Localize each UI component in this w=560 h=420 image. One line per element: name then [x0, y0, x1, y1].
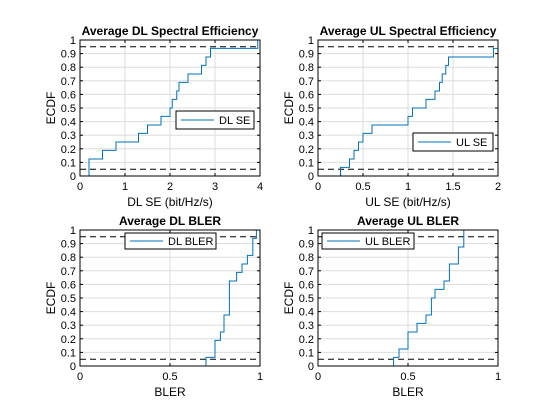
- legend-label: DL BLER: [168, 236, 214, 248]
- ecdf-series-line: [88, 39, 260, 176]
- x-tick-label: 0: [77, 181, 83, 193]
- x-axis-label: BLER: [154, 385, 186, 399]
- legend-label: UL BLER: [365, 236, 411, 248]
- y-tick-label: 0.4: [299, 117, 314, 129]
- y-tick-label: 0.7: [61, 76, 76, 88]
- y-tick-label: 0.2: [61, 334, 76, 346]
- y-tick-label: 0.3: [299, 130, 314, 142]
- y-tick-label: 0.7: [299, 266, 314, 278]
- y-tick-label: 0: [308, 171, 314, 183]
- x-tick-label: 3: [212, 181, 218, 193]
- y-tick-label: 0: [308, 361, 314, 373]
- x-tick-label: 0: [315, 371, 321, 383]
- y-tick-label: 0.2: [299, 334, 314, 346]
- y-tick-label: 0.8: [299, 252, 314, 264]
- y-tick-label: 0.1: [61, 157, 76, 169]
- chart-panel-1: 0 1 2 3 400.10.20.30.40.50.60.70.80.91Averag…: [44, 24, 263, 209]
- x-tick-label: 1.5: [445, 181, 460, 193]
- chart-title: Average UL BLER: [357, 214, 459, 228]
- y-tick-label: 1: [70, 225, 76, 237]
- x-tick-label: 1: [122, 181, 128, 193]
- legend: UL BLER: [321, 232, 415, 250]
- chart-panel-2: 0 0.5 1 1.5 200.10.20.30.40.50.60.70.80.91Av…: [282, 24, 501, 209]
- y-tick-label: 0.3: [61, 320, 76, 332]
- x-tick-label: 1: [257, 371, 263, 383]
- y-tick-label: 0.1: [299, 157, 314, 169]
- y-tick-label: 0.2: [61, 144, 76, 156]
- y-tick-label: 0.8: [299, 62, 314, 74]
- x-tick-label: 0: [77, 371, 83, 383]
- x-tick-label: 1: [405, 181, 411, 193]
- y-tick-label: 0: [70, 361, 76, 373]
- ecdf-series-line: [340, 40, 499, 176]
- chart-panel-3: 0 0.5 100.10.20.30.40.50.60.70.80.91Averag…: [44, 214, 263, 399]
- chart-title: Average DL BLER: [119, 214, 221, 228]
- chart-title: Average DL Spectral Efficiency: [82, 24, 259, 38]
- chart-title: Average UL Spectral Efficiency: [320, 24, 497, 38]
- y-tick-label: 1: [308, 225, 314, 237]
- legend: DL SE: [175, 110, 255, 130]
- y-tick-label: 0.6: [61, 279, 76, 291]
- x-tick-label: 0.5: [162, 371, 177, 383]
- y-tick-label: 0.4: [61, 307, 76, 319]
- x-axis-label: DL SE (bit/Hz/s): [127, 195, 213, 209]
- x-axis-label: BLER: [392, 385, 424, 399]
- y-tick-label: 0: [70, 171, 76, 183]
- y-tick-label: 0.6: [299, 279, 314, 291]
- legend-box: [321, 232, 415, 250]
- y-tick-label: 0.8: [61, 252, 76, 264]
- y-tick-label: 0.9: [61, 49, 76, 61]
- y-tick-label: 0.5: [299, 103, 314, 115]
- ecdf-series-line: [205, 229, 260, 366]
- chart-panel-4: 0 0.5 100.10.20.30.40.50.60.70.80.91Averag…: [282, 214, 501, 399]
- y-tick-label: 0.4: [61, 117, 76, 129]
- y-tick-label: 0.2: [299, 144, 314, 156]
- legend-box: [175, 110, 255, 130]
- x-tick-label: 4: [257, 181, 263, 193]
- y-tick-label: 0.5: [299, 293, 314, 305]
- x-axis-label: UL SE (bit/Hz/s): [365, 195, 451, 209]
- legend: UL SE: [412, 132, 494, 152]
- y-tick-label: 0.9: [299, 239, 314, 251]
- y-tick-label: 0.1: [61, 347, 76, 359]
- y-tick-label: 0.9: [61, 239, 76, 251]
- y-tick-label: 1: [70, 35, 76, 47]
- y-tick-label: 0.7: [61, 266, 76, 278]
- y-tick-label: 0.1: [299, 347, 314, 359]
- x-tick-label: 2: [167, 181, 173, 193]
- y-tick-label: 0.7: [299, 76, 314, 88]
- y-tick-label: 0.9: [299, 49, 314, 61]
- y-tick-label: 0.3: [299, 320, 314, 332]
- y-tick-label: 1: [308, 35, 314, 47]
- y-tick-label: 0.8: [61, 62, 76, 74]
- y-axis-label: ECDF: [44, 282, 58, 315]
- y-tick-label: 0.5: [61, 103, 76, 115]
- legend-label: UL SE: [456, 137, 487, 149]
- y-tick-label: 0.6: [61, 89, 76, 101]
- y-axis-label: ECDF: [282, 282, 296, 315]
- legend-label: DL SE: [219, 115, 250, 127]
- y-tick-label: 0.3: [61, 130, 76, 142]
- y-tick-label: 0.5: [61, 293, 76, 305]
- x-tick-label: 0: [315, 181, 321, 193]
- x-tick-label: 2: [495, 181, 501, 193]
- y-axis-label: ECDF: [44, 92, 58, 125]
- x-tick-label: 1: [495, 371, 501, 383]
- legend-box: [124, 232, 217, 250]
- legend: DL BLER: [124, 232, 217, 250]
- ecdf-series-line: [393, 229, 498, 366]
- legend-box: [412, 132, 494, 152]
- x-tick-label: 0.5: [355, 181, 370, 193]
- y-tick-label: 0.4: [299, 307, 314, 319]
- x-tick-label: 0.5: [400, 371, 415, 383]
- y-tick-label: 0.6: [299, 89, 314, 101]
- y-axis-label: ECDF: [282, 92, 296, 125]
